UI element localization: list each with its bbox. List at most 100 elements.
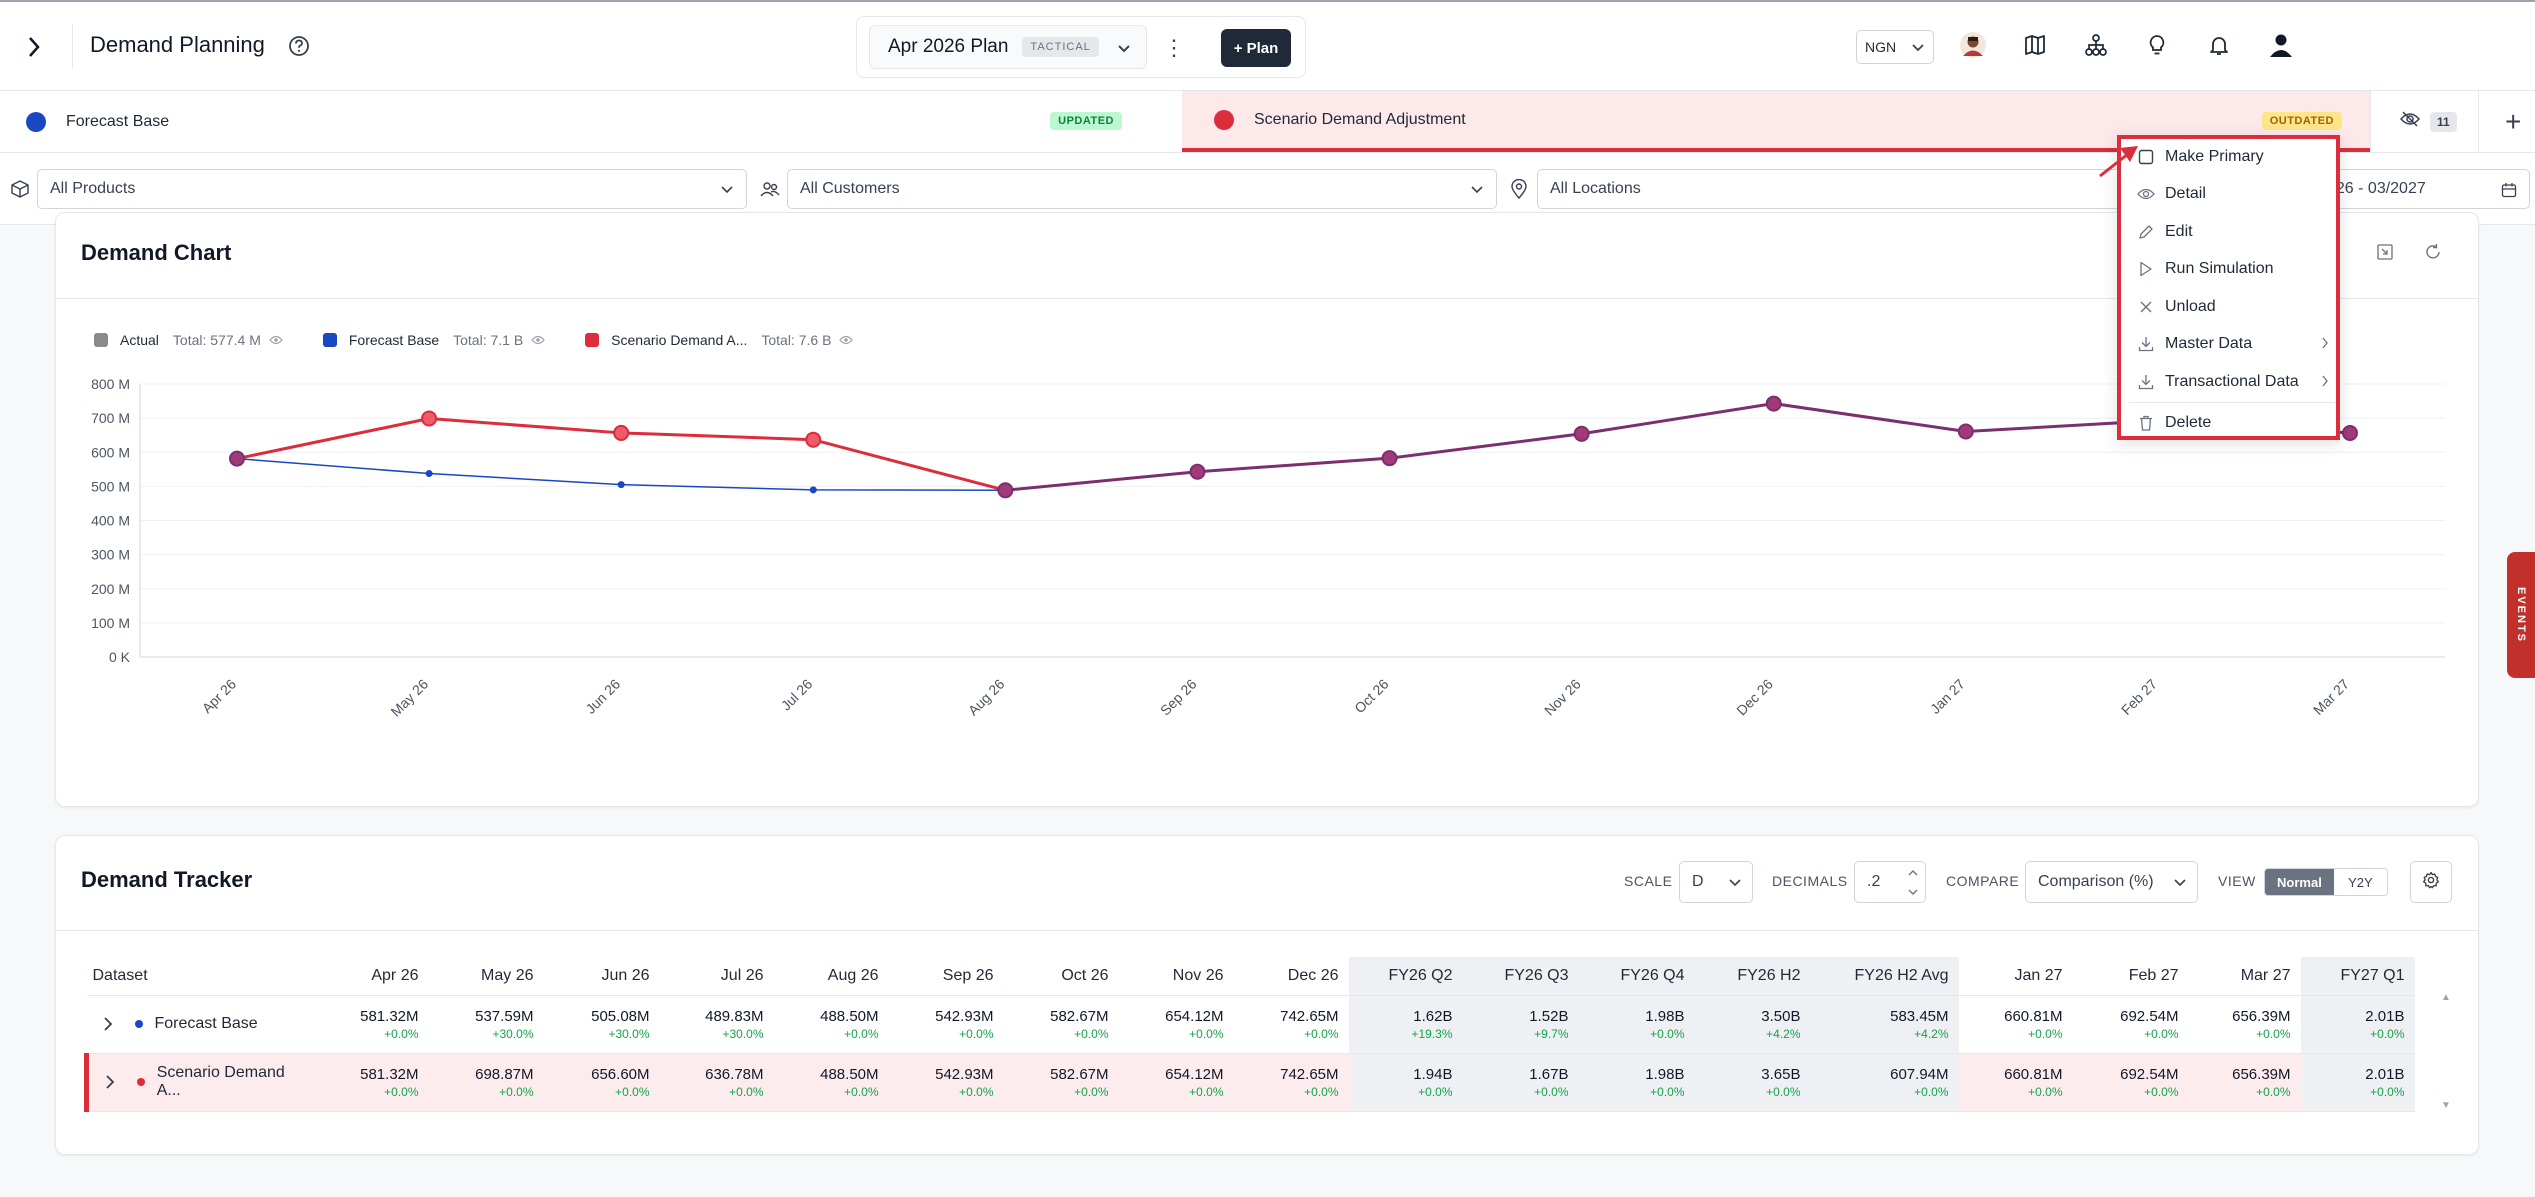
- view-y2y-button[interactable]: Y2Y: [2348, 874, 2373, 890]
- hierarchy-icon[interactable]: [2082, 31, 2110, 59]
- y-tick-label: 100 M: [91, 615, 130, 631]
- column-header: May 26: [428, 957, 544, 996]
- menu-item-make-primary[interactable]: Make Primary: [2137, 141, 2333, 173]
- divider: [2370, 91, 2371, 152]
- bell-icon[interactable]: [2205, 31, 2233, 59]
- table-row[interactable]: Forecast Base 581.32M +0.0% 537.59M +30.0% 50…: [86, 995, 2415, 1054]
- legend-label[interactable]: Actual: [120, 332, 159, 348]
- column-header: Oct 26: [1003, 957, 1119, 996]
- menu-item-run-simulation[interactable]: Run Simulation: [2137, 253, 2333, 285]
- status-badge: UPDATED: [1050, 112, 1122, 130]
- events-side-tab[interactable]: EVENTS: [2507, 552, 2535, 678]
- expand-row-icon[interactable]: [103, 1016, 113, 1032]
- cell-value: 692.54M: [2120, 1007, 2179, 1025]
- expand-row-icon[interactable]: [105, 1074, 115, 1090]
- cell-percent: +0.0%: [959, 1026, 994, 1041]
- cell-value: 1.98B: [1645, 1007, 1685, 1025]
- scroll-up-icon[interactable]: ▲: [2441, 992, 2451, 1003]
- refresh-icon[interactable]: [2424, 243, 2442, 266]
- y-tick-label: 700 M: [91, 410, 130, 426]
- cell-percent: +0.0%: [2256, 1026, 2291, 1041]
- chevron-right-icon: [2321, 374, 2329, 392]
- column-header: Jul 26: [659, 957, 774, 996]
- kebab-menu-icon[interactable]: ⋮: [1163, 35, 1185, 60]
- hidden-datasets-toggle[interactable]: 11: [2399, 111, 2457, 132]
- cell-percent: +4.2%: [1766, 1026, 1801, 1041]
- column-header: Apr 26: [316, 957, 429, 996]
- cell-percent: +0.0%: [384, 1026, 419, 1041]
- menu-item-master-data[interactable]: Master Data: [2137, 328, 2333, 360]
- table-cell: 582.67M +0.0%: [1003, 995, 1119, 1054]
- scale-label: SCALE: [1624, 873, 1673, 889]
- y-tick-label: 200 M: [91, 581, 130, 597]
- tab-forecast-base[interactable]: Forecast Base UPDATED: [0, 91, 1182, 152]
- lightbulb-icon[interactable]: [2143, 31, 2171, 59]
- menu-item-transactional-data[interactable]: Transactional Data: [2137, 366, 2333, 398]
- table-cell: 542.93M +0.0%: [888, 995, 1004, 1054]
- expand-icon[interactable]: [2376, 243, 2394, 266]
- table-cell: 636.78M +0.0%: [659, 1053, 774, 1112]
- add-tab-button[interactable]: +: [2505, 106, 2522, 137]
- menu-item-edit[interactable]: Edit: [2137, 216, 2333, 248]
- add-plan-button[interactable]: + Plan: [1221, 29, 1291, 67]
- legend-label[interactable]: Forecast Base: [348, 332, 440, 348]
- help-icon[interactable]: [288, 35, 310, 62]
- table-cell: 698.87M +0.0%: [428, 1053, 544, 1112]
- map-icon[interactable]: [2021, 31, 2049, 59]
- chevron-up-icon[interactable]: [1907, 866, 1919, 884]
- cell-percent: +0.0%: [1534, 1084, 1569, 1099]
- plan-selector-group: Apr 2026 Plan TACTICAL ⋮ + Plan: [856, 16, 1306, 78]
- chart-title: Demand Chart: [81, 240, 232, 265]
- eye-icon[interactable]: [531, 332, 545, 348]
- user-icon[interactable]: [2267, 31, 2295, 59]
- cell-value: 656.39M: [2232, 1007, 2291, 1025]
- cell-value: 692.54M: [2120, 1065, 2179, 1083]
- gear-icon: [2422, 871, 2440, 894]
- scroll-down-icon[interactable]: ▼: [2441, 1100, 2451, 1111]
- cell-value: 3.65B: [1761, 1065, 1801, 1083]
- cell-value: 1.94B: [1413, 1065, 1453, 1083]
- menu-item-unload[interactable]: Unload: [2137, 291, 2333, 323]
- table-header-row: Dataset Apr 26 May 26 Jun 26 Jul 26 Aug 26 Sep…: [86, 957, 2415, 996]
- legend-label[interactable]: Scenario Demand A...: [611, 332, 748, 348]
- decimals-stepper[interactable]: .2: [1854, 861, 1926, 903]
- table-cell: 2.01B +0.0%: [2300, 995, 2415, 1054]
- plan-select[interactable]: Apr 2026 Plan TACTICAL: [869, 25, 1147, 69]
- scale-select[interactable]: D: [1679, 861, 1753, 903]
- play-icon: [2137, 260, 2155, 278]
- settings-button[interactable]: [2410, 861, 2452, 903]
- legend-total: Total: 7.6 B: [761, 332, 832, 348]
- chevron-down-icon[interactable]: [1907, 885, 1919, 903]
- table-cell: 581.32M +0.0%: [316, 1053, 429, 1112]
- table-cell: 656.60M +0.0%: [543, 1053, 660, 1112]
- users-icon: [760, 179, 780, 204]
- column-header: FY26 Q3: [1462, 957, 1579, 996]
- chevron-right-icon[interactable]: [22, 32, 46, 62]
- locations-select[interactable]: All Locations: [1537, 169, 2127, 209]
- avatar[interactable]: [1959, 31, 1987, 59]
- currency-select[interactable]: NGN: [1856, 30, 1934, 64]
- menu-item-delete[interactable]: Delete: [2137, 407, 2333, 439]
- eye-icon[interactable]: [269, 332, 283, 348]
- cell-value: 505.08M: [591, 1007, 650, 1025]
- currency-value: NGN: [1865, 39, 1897, 55]
- dataset-color-dot: [134, 1020, 143, 1028]
- products-select[interactable]: All Products: [37, 169, 747, 209]
- view-normal-button[interactable]: Normal: [2265, 869, 2334, 895]
- y-tick-label: 800 M: [91, 376, 130, 392]
- menu-item-detail[interactable]: Detail: [2137, 178, 2333, 210]
- cell-percent: +0.0%: [1650, 1084, 1685, 1099]
- chevron-down-icon: [720, 182, 734, 201]
- eye-icon[interactable]: [839, 332, 854, 348]
- table-row[interactable]: Scenario Demand A... 581.32M +0.0% 698.87M +…: [84, 1053, 2415, 1112]
- cell-value: 489.83M: [705, 1007, 764, 1025]
- table-cell: 656.39M +0.0%: [2188, 1053, 2301, 1112]
- customers-select[interactable]: All Customers: [787, 169, 1497, 209]
- date-range-input[interactable]: 026 - 03/2027: [2320, 169, 2530, 209]
- products-value: All Products: [50, 180, 136, 197]
- compare-select[interactable]: Comparison (%): [2025, 861, 2198, 903]
- data-point-scenario: [613, 424, 630, 441]
- cell-value: 660.81M: [2004, 1065, 2063, 1083]
- x-tick-label: Sep 26: [1157, 676, 1200, 719]
- menu-item-label: Master Data: [2165, 335, 2253, 352]
